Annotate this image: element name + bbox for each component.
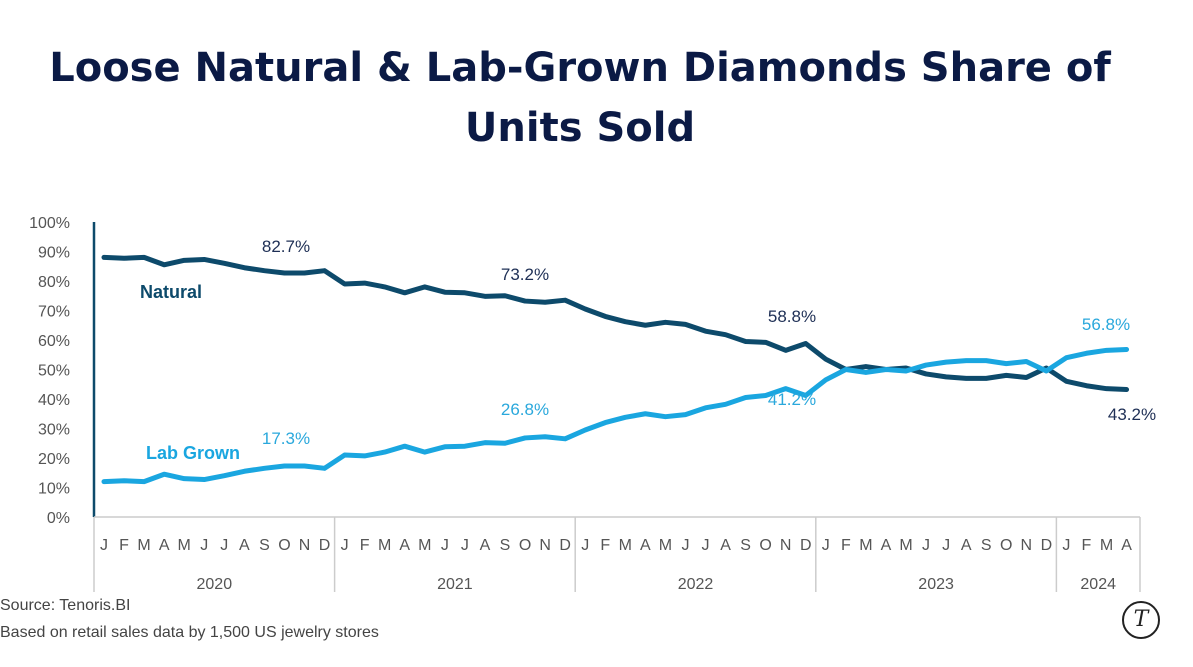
month-tick-label: S	[500, 537, 511, 554]
year-tick-label: 2022	[678, 576, 714, 593]
month-tick-label: J	[341, 537, 349, 554]
month-tick-label: J	[702, 537, 710, 554]
data-label: 58.8%	[768, 307, 816, 326]
month-tick-label: J	[581, 537, 589, 554]
month-tick-label: O	[759, 537, 771, 554]
month-tick-label: N	[1021, 537, 1033, 554]
month-tick-label: D	[559, 537, 571, 554]
month-tick-label: M	[619, 537, 632, 554]
month-tick-label: A	[239, 537, 250, 554]
y-tick-label: 10%	[38, 481, 70, 498]
note-text: Based on retail sales data by 1,500 US j…	[0, 624, 379, 641]
data-label: 82.7%	[262, 237, 310, 256]
month-tick-label: F	[600, 537, 610, 554]
month-tick-label: J	[942, 537, 950, 554]
month-tick-label: D	[800, 537, 812, 554]
month-tick-label: N	[780, 537, 792, 554]
month-tick-label: M	[137, 537, 150, 554]
month-tick-label: S	[981, 537, 992, 554]
month-tick-label: A	[480, 537, 491, 554]
month-tick-label: J	[441, 537, 449, 554]
y-tick-label: 90%	[38, 245, 70, 262]
data-label: 73.2%	[501, 265, 549, 284]
y-tick-label: 70%	[38, 304, 70, 321]
month-tick-label: M	[1100, 537, 1113, 554]
year-tick-label: 2020	[197, 576, 233, 593]
y-tick-label: 100%	[29, 215, 70, 232]
month-tick-label: A	[399, 537, 410, 554]
month-tick-label: M	[899, 537, 912, 554]
series-label-lab-grown: Lab Grown	[146, 443, 240, 463]
year-tick-label: 2021	[437, 576, 473, 593]
month-tick-label: A	[961, 537, 972, 554]
year-tick-label: 2024	[1080, 576, 1116, 593]
month-tick-label: A	[881, 537, 892, 554]
month-tick-label: M	[178, 537, 191, 554]
month-tick-label: O	[519, 537, 531, 554]
month-tick-label: J	[461, 537, 469, 554]
month-tick-label: S	[259, 537, 270, 554]
data-label: 41.2%	[768, 390, 816, 409]
data-label: 56.8%	[1082, 315, 1130, 334]
month-tick-label: J	[1062, 537, 1070, 554]
tenoris-logo-icon: T	[1122, 601, 1160, 639]
y-tick-label: 0%	[47, 510, 70, 527]
month-tick-label: J	[100, 537, 108, 554]
chart-title: Loose Natural & Lab-Grown Diamonds Share…	[49, 45, 1111, 151]
logo-letter: T	[1133, 607, 1149, 632]
month-tick-label: A	[720, 537, 731, 554]
source-text: Source: Tenoris.BI	[0, 597, 131, 614]
month-tick-label: A	[159, 537, 170, 554]
y-tick-label: 50%	[38, 363, 70, 380]
data-label: 43.2%	[1108, 405, 1156, 424]
month-tick-label: D	[319, 537, 331, 554]
month-tick-label: D	[1041, 537, 1053, 554]
y-tick-label: 80%	[38, 274, 70, 291]
y-tick-label: 30%	[38, 422, 70, 439]
month-tick-label: J	[220, 537, 228, 554]
month-tick-label: N	[299, 537, 311, 554]
y-tick-label: 40%	[38, 392, 70, 409]
month-tick-label: J	[922, 537, 930, 554]
series-line-natural	[101, 254, 1130, 393]
y-tick-label: 60%	[38, 333, 70, 350]
month-tick-label: M	[659, 537, 672, 554]
month-tick-label: J	[200, 537, 208, 554]
month-tick-label: F	[360, 537, 370, 554]
month-tick-label: J	[822, 537, 830, 554]
series-line-lab-grown	[101, 346, 1130, 485]
month-tick-label: M	[378, 537, 391, 554]
year-tick-label: 2023	[918, 576, 954, 593]
month-tick-label: S	[740, 537, 751, 554]
data-label: 17.3%	[262, 429, 310, 448]
month-tick-label: O	[1000, 537, 1012, 554]
month-tick-label: A	[1121, 537, 1132, 554]
month-tick-label: F	[1082, 537, 1092, 554]
month-tick-label: O	[278, 537, 290, 554]
month-tick-label: N	[539, 537, 551, 554]
month-tick-label: F	[119, 537, 129, 554]
month-tick-label: F	[841, 537, 851, 554]
series-label-natural: Natural	[140, 282, 202, 302]
month-tick-label: J	[681, 537, 689, 554]
month-tick-label: M	[418, 537, 431, 554]
data-label: 26.8%	[501, 400, 549, 419]
y-tick-label: 20%	[38, 451, 70, 468]
month-tick-label: A	[640, 537, 651, 554]
month-tick-label: M	[859, 537, 872, 554]
